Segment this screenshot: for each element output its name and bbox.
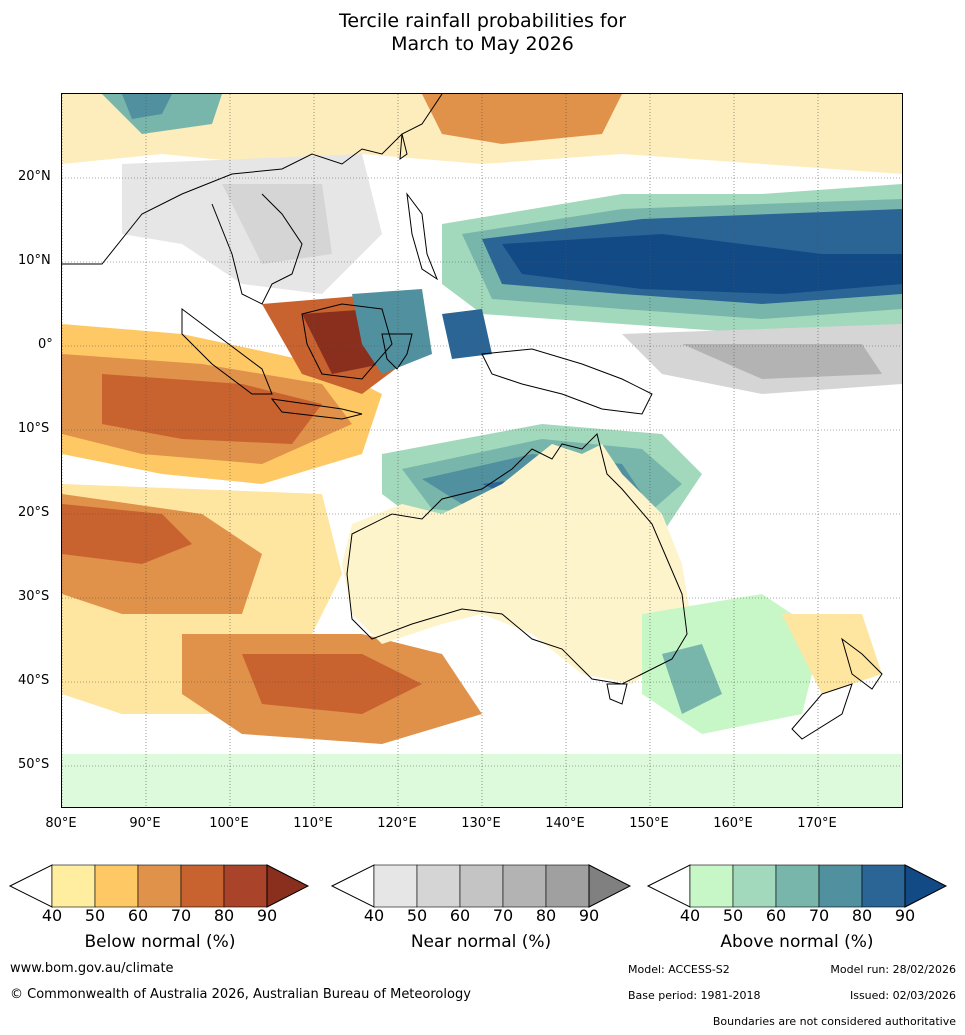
below-tick-90: 90: [256, 906, 278, 925]
lat-label-0: 0°: [38, 337, 53, 352]
map-canvas: [62, 94, 902, 807]
above-normal-colorbar: [646, 864, 948, 908]
above-normal-title: Above normal (%): [720, 932, 874, 952]
below-tick-60: 60: [127, 906, 149, 925]
below-normal-title: Below normal (%): [84, 932, 236, 952]
coastlines: [62, 94, 883, 740]
near-swatch-3: [459, 864, 504, 908]
above-tick-50: 50: [722, 906, 744, 925]
above-tick-80: 80: [851, 906, 873, 925]
lon-label-170E: 170°E: [797, 816, 837, 831]
below-tick-50: 50: [84, 906, 106, 925]
website-link[interactable]: www.bom.gov.au/climate: [10, 961, 174, 976]
near-tick-90: 90: [578, 906, 600, 925]
graticule: [62, 94, 902, 807]
above-tick-40: 40: [679, 906, 701, 925]
below-normal-colorbar: [8, 864, 310, 908]
lon-label-140E: 140°E: [545, 816, 585, 831]
above-swatch-4: [818, 864, 863, 908]
lat-label-50S: 50°S: [18, 757, 50, 772]
near-tick-80: 80: [535, 906, 557, 925]
above-swatch-2: [732, 864, 777, 908]
lon-label-100E: 100°E: [209, 816, 249, 831]
lon-label-150E: 150°E: [629, 816, 669, 831]
below-tick-40: 40: [41, 906, 63, 925]
below-swatch-2: [94, 864, 139, 908]
lon-label-110E: 110°E: [293, 816, 333, 831]
below-tick-70: 70: [170, 906, 192, 925]
lat-label-10N: 10°N: [18, 253, 51, 268]
lat-label-10S: 10°S: [18, 421, 50, 436]
copyright-text: © Commonwealth of Australia 2026, Austra…: [10, 987, 471, 1002]
below-swatch-4: [180, 864, 225, 908]
near-swatch-1: [373, 864, 418, 908]
above-tick-90: 90: [894, 906, 916, 925]
lat-label-30S: 30°S: [18, 589, 50, 604]
near-swatch-6: [588, 864, 632, 908]
above-swatch-1: [689, 864, 734, 908]
above-swatch-3: [775, 864, 820, 908]
near-tick-60: 60: [449, 906, 471, 925]
lat-label-40S: 40°S: [18, 673, 50, 688]
above-swatch-6: [904, 864, 948, 908]
near-tick-50: 50: [406, 906, 428, 925]
above-swatch-5: [861, 864, 906, 908]
chart-title: Tercile rainfall probabilities for March…: [0, 10, 965, 56]
lat-label-20S: 20°S: [18, 505, 50, 520]
below-swatch-1: [51, 864, 96, 908]
rainfall-probability-map: [61, 93, 903, 808]
base-period-text: Base period: 1981-2018: [628, 989, 761, 1002]
near-swatch-2: [416, 864, 461, 908]
below-swatch-6: [266, 864, 310, 908]
lon-label-120E: 120°E: [377, 816, 417, 831]
lon-label-160E: 160°E: [713, 816, 753, 831]
near-tick-70: 70: [492, 906, 514, 925]
near-normal-colorbar: [330, 864, 632, 908]
lon-label-130E: 130°E: [461, 816, 501, 831]
near-swatch-5: [545, 864, 590, 908]
issued-text: Issued: 02/03/2026: [849, 989, 956, 1002]
above-tick-70: 70: [808, 906, 830, 925]
lon-label-90E: 90°E: [129, 816, 161, 831]
below-swatch-5: [223, 864, 268, 908]
near-tick-40: 40: [363, 906, 385, 925]
near-normal-title: Near normal (%): [410, 932, 552, 952]
below-tick-80: 80: [213, 906, 235, 925]
above-tick-60: 60: [765, 906, 787, 925]
disclaimer-text: Boundaries are not considered authoritat…: [712, 1015, 956, 1028]
near-swatch-4: [502, 864, 547, 908]
model-text: Model: ACCESS-S2: [628, 963, 730, 976]
below-swatch-3: [137, 864, 182, 908]
lon-label-80E: 80°E: [45, 816, 77, 831]
model-run-text: Model run: 28/02/2026: [830, 963, 956, 976]
lat-label-20N: 20°N: [18, 169, 51, 184]
title-line-2: March to May 2026: [391, 33, 574, 55]
title-line-1: Tercile rainfall probabilities for: [338, 10, 627, 32]
